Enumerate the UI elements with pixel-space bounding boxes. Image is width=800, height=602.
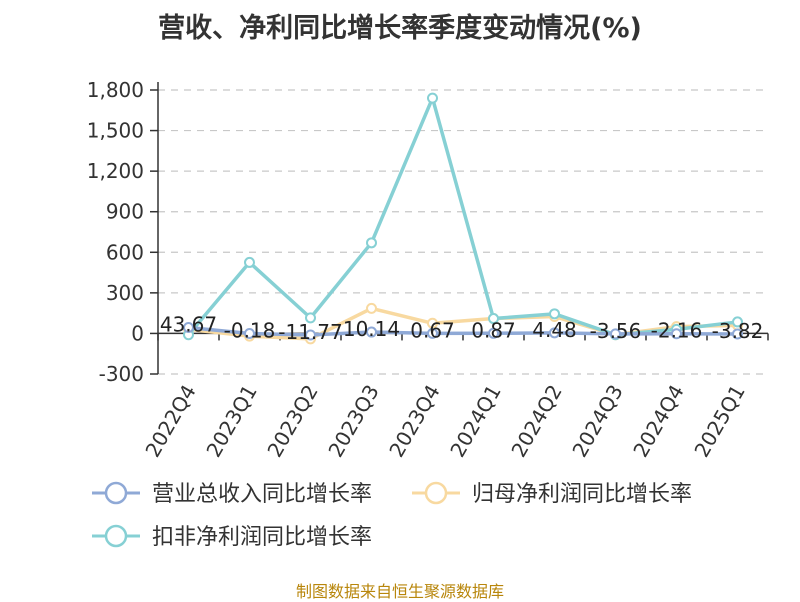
y-tick-label: 0 [131, 321, 144, 345]
data-label: 4.48 [532, 318, 577, 342]
legend-label: 扣非净利润同比增长率 [152, 525, 372, 550]
data-point [549, 308, 560, 320]
data-point [244, 256, 255, 268]
legend-swatch-marker [424, 481, 448, 505]
data-point [427, 92, 438, 104]
y-tick-label: 300 [106, 281, 144, 305]
data-point [366, 302, 377, 314]
x-tick-label: 2024Q2 [506, 381, 566, 462]
data-label: 10.14 [343, 317, 400, 341]
legend-item: 归母净利润同比增长率 [412, 481, 692, 507]
series-lines [183, 92, 743, 345]
legend-item: 扣非净利润同比增长率 [92, 524, 372, 550]
x-tick-label: 2022Q4 [140, 381, 200, 462]
x-tick-label: 2024Q4 [628, 381, 688, 462]
data-label: 0.67 [410, 318, 455, 342]
x-tick-label: 2024Q3 [567, 381, 627, 462]
data-point [549, 327, 560, 339]
x-tick-label: 2023Q2 [262, 381, 322, 462]
data-label: 0.87 [471, 318, 516, 342]
data-label: -3.82 [712, 319, 764, 343]
chart-title: 营收、净利同比增长率季度变动情况(%) [158, 13, 642, 44]
data-point [305, 329, 316, 341]
legend-label: 归母净利润同比增长率 [472, 482, 692, 507]
data-label: -11.77 [278, 320, 342, 344]
legend-item: 营业总收入同比增长率 [92, 481, 372, 507]
series-line [187, 96, 738, 337]
x-tick-label: 2024Q1 [445, 381, 505, 462]
legend-swatch-marker [104, 524, 128, 548]
data-point [183, 322, 194, 334]
data-point [671, 328, 682, 340]
y-tick-label: 900 [106, 200, 144, 224]
y-tick-label: 1,200 [87, 159, 144, 183]
data-point [488, 327, 499, 339]
x-tick-label: 2023Q3 [323, 381, 383, 462]
data-point [366, 326, 377, 338]
data-point [244, 327, 255, 339]
x-tick-label: 2023Q4 [384, 381, 444, 462]
data-point [427, 317, 438, 329]
data-point [366, 237, 377, 249]
legend-label: 营业总收入同比增长率 [152, 482, 372, 507]
data-point [305, 312, 316, 324]
x-tick-label: 2025Q1 [689, 381, 749, 462]
source-note: 制图数据来自恒生聚源数据库 [295, 582, 504, 601]
data-point [732, 328, 743, 340]
legend-swatch-marker [104, 481, 128, 505]
x-tick-label: 2023Q1 [201, 381, 261, 462]
data-point [488, 313, 499, 325]
data-label: -0.18 [224, 318, 276, 342]
series-line [188, 325, 738, 337]
data-point [732, 316, 743, 328]
y-tick-label: 1,500 [87, 119, 144, 143]
data-point [610, 328, 621, 340]
y-tick-label: 1,800 [87, 78, 144, 102]
y-tick-label: 600 [106, 240, 144, 264]
data-label: -3.56 [590, 319, 642, 343]
data-labels: 43.67 -0.18 -11.77 10.14 0.67 0.87 4.48 -3.56 -2… [160, 313, 764, 344]
data-label: -2.16 [651, 319, 703, 343]
data-point [427, 327, 438, 339]
y-tick-label: -300 [99, 362, 144, 386]
data-label: 43.67 [160, 313, 217, 337]
